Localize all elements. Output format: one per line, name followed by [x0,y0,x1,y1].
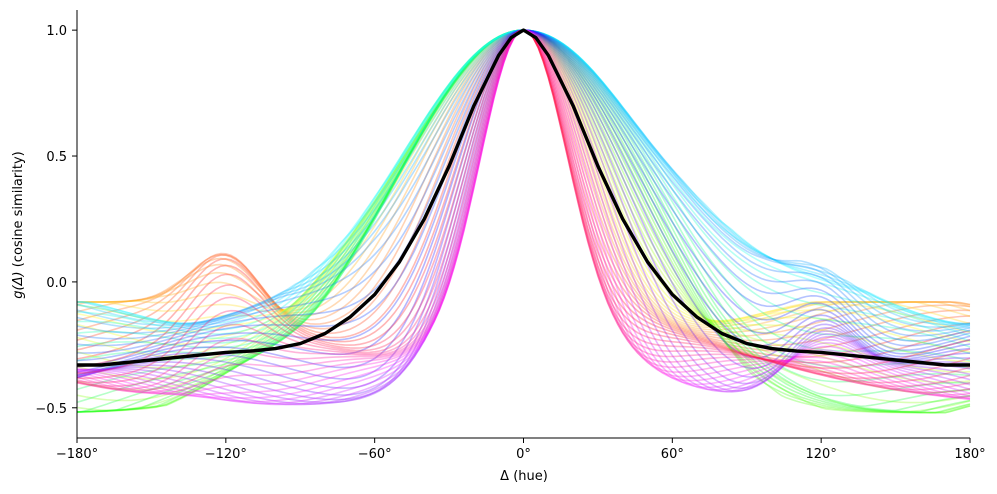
y-tick-label: 1.0 [46,24,67,39]
hue-curve [76,29,971,337]
y-axis-label-symbol: g(Δ) [11,271,26,298]
x-tick-label: 60° [661,447,684,462]
x-tick-label: 180° [954,447,985,462]
x-tick-label: −60° [358,447,392,462]
hue-curve [76,29,971,363]
y-tick-label: −0.5 [35,402,67,417]
x-tick-label: 120° [806,447,837,462]
hue-curve [77,29,971,325]
hue-curve [76,29,971,333]
hue-curve [76,29,971,347]
y-axis-label-text: (cosine similarity) [11,151,26,271]
hue-curve [76,29,971,364]
x-tick-label: 0° [516,447,531,462]
y-tick-label: 0.5 [46,150,67,165]
hue-curve [76,29,971,337]
hue-curve [76,29,971,343]
axes-group: −180° −120° −60° 0° 60° 120° 180° −0.5 0.0 0.5 1.0 [35,10,986,462]
y-tick-label: 0.0 [46,276,67,291]
y-axis-label: g(Δ) (cosine similarity) [11,151,26,298]
mean-curve [77,28,970,367]
x-tick-label: −180° [56,447,98,462]
x-axis-label: Δ (hue) [500,469,548,484]
x-tick-label: −120° [205,447,247,462]
mean-curve-group [77,28,970,367]
